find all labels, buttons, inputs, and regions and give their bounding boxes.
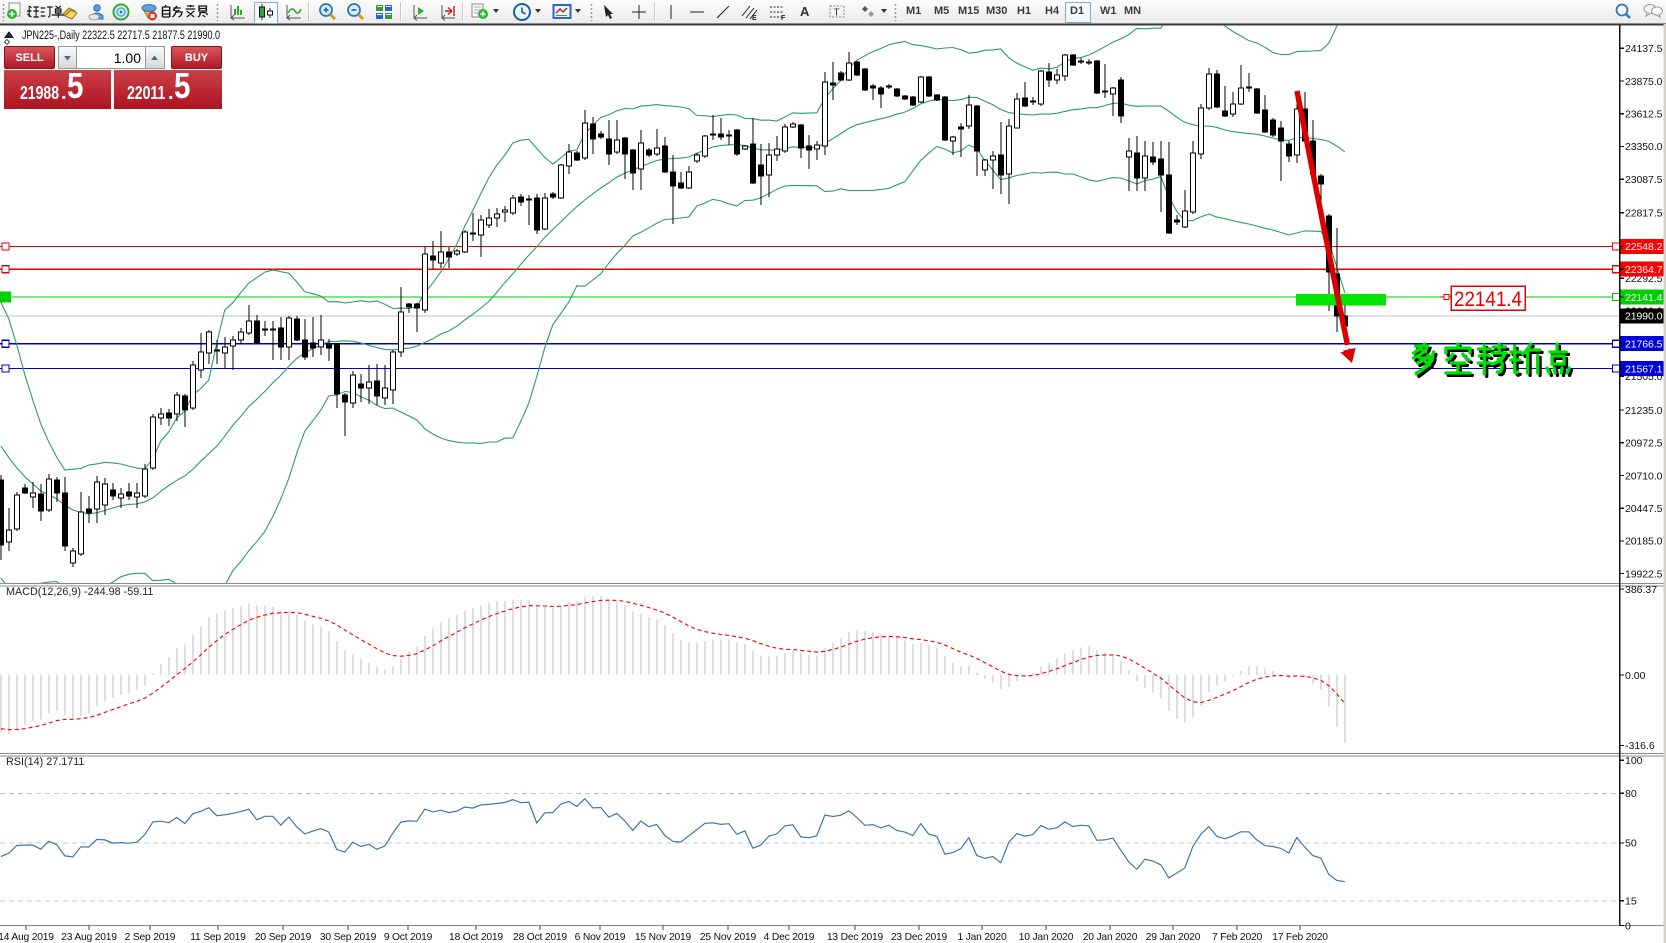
svg-text:14 Aug 2019: 14 Aug 2019 — [0, 932, 54, 943]
svg-text:20 Sep 2019: 20 Sep 2019 — [255, 932, 312, 943]
svg-text:22364.7: 22364.7 — [1625, 264, 1663, 276]
svg-text:100: 100 — [1625, 755, 1643, 767]
svg-text:T: T — [834, 8, 840, 19]
svg-text:17 Feb 2020: 17 Feb 2020 — [1272, 932, 1328, 943]
svg-text:-316.6: -316.6 — [1625, 740, 1655, 752]
svg-text:50: 50 — [1625, 838, 1637, 850]
svg-text:15: 15 — [1625, 896, 1637, 908]
svg-text:23 Dec 2019: 23 Dec 2019 — [891, 932, 948, 943]
svg-text:21567.1: 21567.1 — [1625, 363, 1663, 375]
svg-text:15 Nov 2019: 15 Nov 2019 — [635, 932, 692, 943]
svg-text:0: 0 — [1625, 920, 1631, 932]
svg-text:28 Oct 2019: 28 Oct 2019 — [513, 932, 567, 943]
svg-text:21766.5: 21766.5 — [1625, 339, 1663, 351]
svg-text:20185.0: 20185.0 — [1625, 536, 1663, 548]
svg-text:MACD(12,26,9) -244.98 -59.11: MACD(12,26,9) -244.98 -59.11 — [6, 586, 153, 598]
svg-text:20447.5: 20447.5 — [1625, 503, 1663, 515]
svg-text:80: 80 — [1625, 788, 1637, 800]
svg-text:23 Aug 2019: 23 Aug 2019 — [61, 932, 117, 943]
svg-text:20972.5: 20972.5 — [1625, 438, 1663, 450]
svg-text:22548.2: 22548.2 — [1625, 241, 1663, 253]
svg-text:24137.5: 24137.5 — [1625, 43, 1663, 55]
svg-text:13 Dec 2019: 13 Dec 2019 — [827, 932, 884, 943]
svg-text:F: F — [781, 15, 786, 21]
svg-text:23612.5: 23612.5 — [1625, 109, 1663, 121]
svg-text:0.00: 0.00 — [1625, 670, 1646, 682]
svg-text:9 Oct 2019: 9 Oct 2019 — [384, 932, 433, 943]
svg-text:22141.4: 22141.4 — [1454, 288, 1522, 311]
svg-text:23875.0: 23875.0 — [1625, 76, 1663, 88]
svg-text:18 Oct 2019: 18 Oct 2019 — [449, 932, 503, 943]
svg-text:19922.5: 19922.5 — [1625, 568, 1663, 580]
svg-text:7 Feb 2020: 7 Feb 2020 — [1212, 932, 1263, 943]
svg-text:20 Jan 2020: 20 Jan 2020 — [1083, 932, 1138, 943]
svg-text:30 Sep 2019: 30 Sep 2019 — [320, 932, 377, 943]
svg-text:25 Nov 2019: 25 Nov 2019 — [700, 932, 757, 943]
svg-text:23350.0: 23350.0 — [1625, 141, 1663, 153]
svg-text:1 Jan 2020: 1 Jan 2020 — [958, 932, 1007, 943]
svg-text:22817.5: 22817.5 — [1625, 208, 1663, 220]
svg-text:10 Jan 2020: 10 Jan 2020 — [1019, 932, 1074, 943]
svg-text:21235.0: 21235.0 — [1625, 405, 1663, 417]
svg-text:RSI(14) 27.1711: RSI(14) 27.1711 — [6, 756, 84, 768]
svg-text:29 Jan 2020: 29 Jan 2020 — [1146, 932, 1201, 943]
svg-text:386.37: 386.37 — [1625, 584, 1657, 596]
svg-text:E: E — [752, 15, 757, 21]
svg-text:21990.0: 21990.0 — [1625, 311, 1663, 323]
svg-text:20710.0: 20710.0 — [1625, 470, 1663, 482]
svg-text:6 Nov 2019: 6 Nov 2019 — [575, 932, 626, 943]
svg-text:23087.5: 23087.5 — [1625, 174, 1663, 186]
svg-text:4 Dec 2019: 4 Dec 2019 — [764, 932, 815, 943]
svg-text:11 Sep 2019: 11 Sep 2019 — [190, 932, 246, 943]
svg-text:JPN225-,Daily 22322.5 22717.5: JPN225-,Daily 22322.5 22717.5 21877.5 21… — [22, 30, 220, 42]
svg-text:2 Sep 2019: 2 Sep 2019 — [125, 932, 176, 943]
svg-text:22141.4: 22141.4 — [1625, 292, 1663, 304]
